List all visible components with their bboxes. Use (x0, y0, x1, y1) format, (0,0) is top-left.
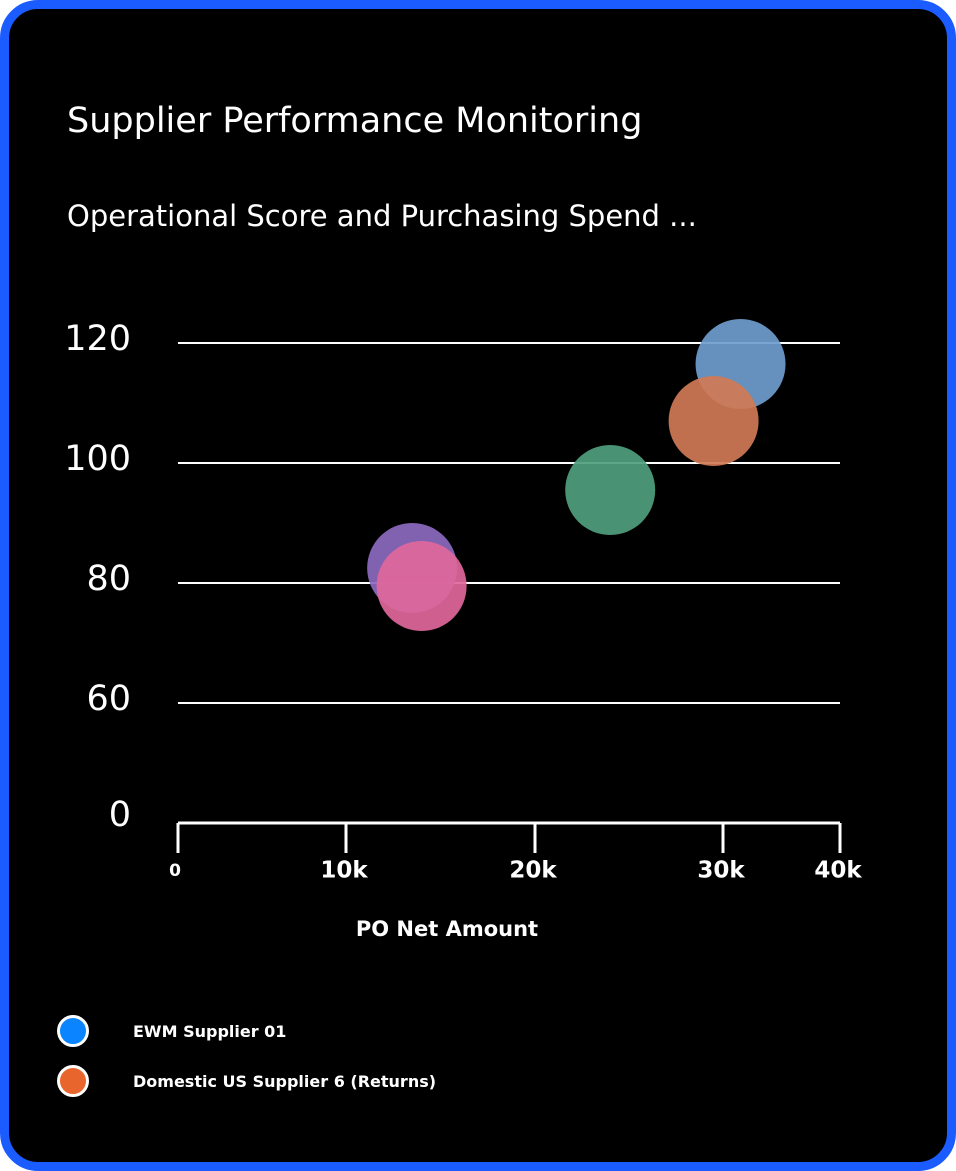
y-tick-label: 80 (86, 559, 131, 599)
x-tick-label: 30k (697, 858, 745, 884)
legend-label: EWM Supplier 01 (133, 1021, 287, 1041)
legend-label: Domestic US Supplier 6 (Returns) (133, 1071, 437, 1091)
legend-item[interactable]: Domestic US Supplier 6 (Returns) (57, 1062, 436, 1100)
legend-item[interactable]: EWM Supplier 01 (57, 1012, 436, 1050)
legend-color-marker (57, 1065, 89, 1097)
x-tick-label: 40k (814, 858, 862, 884)
x-tick-label: 10k (320, 858, 368, 884)
chart-legend: EWM Supplier 01 Domestic US Supplier 6 (R… (57, 1012, 436, 1112)
y-tick-label: 120 (64, 319, 131, 359)
y-tick-label: 100 (64, 439, 131, 479)
bubble-point (668, 376, 759, 466)
chart-subtitle[interactable]: Operational Score and Purchasing Spend .… (67, 199, 697, 233)
bubble-point (376, 541, 467, 631)
y-tick-label: 60 (86, 679, 131, 719)
legend-color-marker (57, 1015, 89, 1047)
x-tick-label: 20k (509, 858, 557, 884)
y-tick-label: 0 (109, 795, 131, 835)
x-axis-title: PO Net Amount (356, 917, 538, 941)
bubble-chart: 0 60 80 100 120 0 10k 20k 30k 40k PO Net Amount (64, 319, 862, 941)
card-title: Supplier Performance Monitoring (67, 101, 643, 141)
x-tick-label: 0 (169, 861, 181, 881)
bubble-point (565, 445, 656, 535)
